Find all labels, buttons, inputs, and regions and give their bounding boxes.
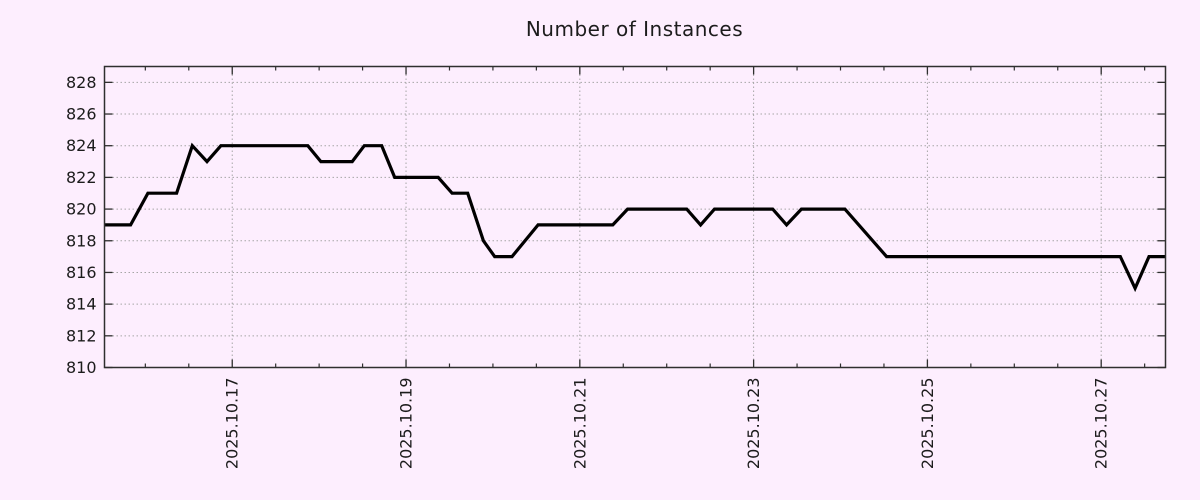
plot-border <box>103 65 1167 369</box>
x-tick-label: 2025.10.19 <box>397 378 416 470</box>
x-tick-label: 2025.10.27 <box>1092 378 1111 470</box>
y-tick-label: 820 <box>66 200 97 219</box>
grid-lines <box>104 66 1166 368</box>
chart-title: Number of Instances <box>525 17 744 41</box>
plot-border <box>103 65 1167 369</box>
y-tick-label: 824 <box>66 136 97 155</box>
x-tick-label: 2025.10.21 <box>570 378 589 470</box>
y-tick-label: 826 <box>66 105 97 124</box>
x-tick-label: 2025.10.25 <box>918 378 937 470</box>
y-tick-label: 812 <box>66 326 97 345</box>
y-tick-label: 816 <box>66 263 97 282</box>
y-tick-label: 814 <box>66 295 97 314</box>
series-instances <box>104 142 1166 293</box>
y-tick-label: 810 <box>66 358 97 377</box>
y-tick-label: 818 <box>66 231 97 250</box>
y-tick-label: 828 <box>66 73 97 92</box>
tick-marks <box>104 66 1166 369</box>
x-tick-label: 2025.10.17 <box>223 378 242 470</box>
y-tick-label: 822 <box>66 168 97 187</box>
y-axis-labels: 810 812 814 816 818 820 822 824 826 828 <box>66 73 97 377</box>
x-axis-labels: 2025.10.17 2025.10.19 2025.10.21 2025.10.23… <box>223 378 1111 470</box>
data-series <box>104 142 1166 293</box>
x-tick-label: 2025.10.23 <box>744 378 763 470</box>
